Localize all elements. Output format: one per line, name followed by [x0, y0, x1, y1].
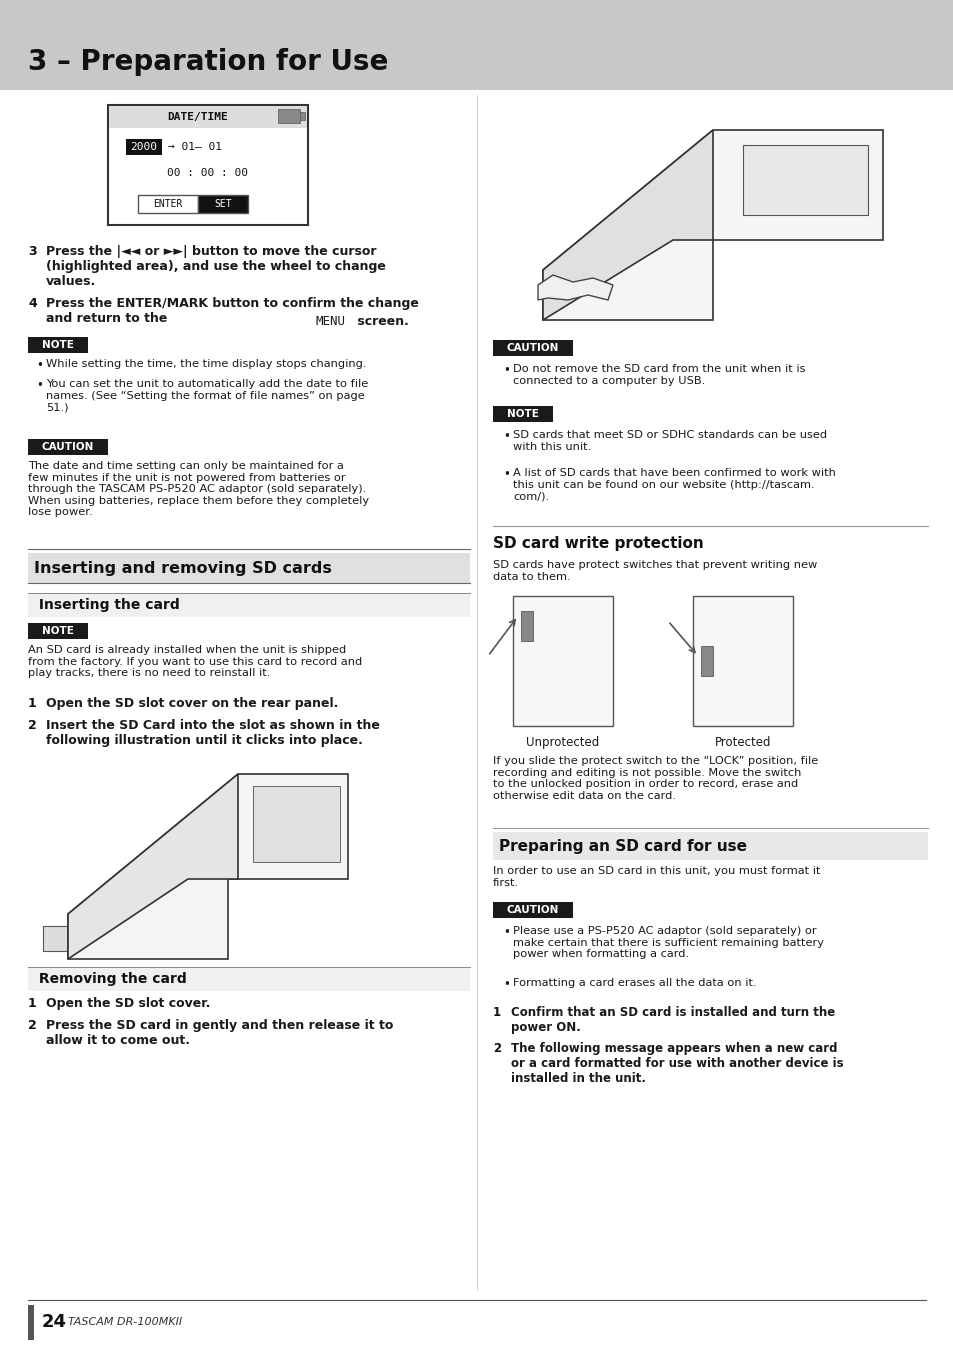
Text: Press the |◄◄ or ►►| button to move the cursor
(highlighted area), and use the w: Press the |◄◄ or ►►| button to move the …: [46, 245, 385, 288]
Bar: [28, 337, 88, 353]
Text: Press the SD card in gently and then release it to
allow it to come out.: Press the SD card in gently and then rel…: [46, 1019, 393, 1047]
Text: Press the ENTER/MARK button to confirm the change
and return to the: Press the ENTER/MARK button to confirm t…: [46, 297, 418, 325]
Text: •: •: [502, 979, 509, 991]
Bar: [28, 967, 470, 991]
Text: → 01– 01: → 01– 01: [168, 142, 222, 152]
Text: A list of SD cards that have been confirmed to work with
this unit can be found : A list of SD cards that have been confir…: [513, 468, 835, 501]
Text: •: •: [502, 926, 509, 940]
Text: NOTE: NOTE: [42, 625, 74, 636]
Text: Formatting a card erases all the data on it.: Formatting a card erases all the data on…: [513, 979, 756, 988]
Text: CAUTION: CAUTION: [42, 442, 94, 452]
Text: 00 : 00 : 00: 00 : 00 : 00: [168, 168, 248, 178]
Bar: [520, 611, 533, 642]
Text: 2: 2: [493, 1042, 500, 1055]
Polygon shape: [742, 146, 867, 214]
Polygon shape: [68, 774, 237, 958]
Bar: [28, 623, 88, 639]
Text: The following message appears when a new card
or a card formatted for use with a: The following message appears when a new…: [511, 1042, 842, 1085]
Bar: [43, 926, 83, 950]
Text: SD cards that meet SD or SDHC standards can be used
with this unit.: SD cards that meet SD or SDHC standards …: [513, 430, 826, 452]
Bar: [692, 596, 792, 727]
Text: Open the SD slot cover on the rear panel.: Open the SD slot cover on the rear panel…: [46, 697, 338, 710]
Text: CAUTION: CAUTION: [506, 905, 558, 915]
Bar: [277, 109, 299, 123]
Text: 3 – Preparation for Use: 3 – Preparation for Use: [28, 49, 388, 75]
Text: Open the SD slot cover.: Open the SD slot cover.: [46, 998, 211, 1010]
Text: Protected: Protected: [714, 736, 770, 749]
Text: Insert the SD Card into the slot as shown in the
following illustration until it: Insert the SD Card into the slot as show…: [46, 718, 379, 747]
Bar: [493, 902, 573, 918]
Bar: [700, 646, 712, 675]
Text: 24: 24: [42, 1313, 67, 1330]
Text: Inserting the card: Inserting the card: [34, 599, 179, 612]
Text: Please use a PS-P520 AC adaptor (sold separately) or
make certain that there is : Please use a PS-P520 AC adaptor (sold se…: [513, 926, 823, 960]
Polygon shape: [68, 774, 348, 958]
Polygon shape: [542, 129, 882, 319]
Text: Unprotected: Unprotected: [526, 736, 599, 749]
Polygon shape: [537, 275, 613, 301]
Text: SET: SET: [214, 200, 232, 209]
Bar: [138, 195, 198, 213]
Text: If you slide the protect switch to the “LOCK” position, file
recording and editi: If you slide the protect switch to the “…: [493, 756, 818, 801]
Bar: [513, 596, 613, 727]
Text: 1: 1: [28, 998, 37, 1010]
Polygon shape: [253, 786, 339, 861]
Bar: [108, 105, 308, 225]
Text: 3: 3: [28, 245, 36, 257]
Bar: [198, 195, 248, 213]
Text: •: •: [502, 468, 509, 481]
Text: NOTE: NOTE: [507, 408, 538, 419]
Text: SD cards have protect switches that prevent writing new
data to them.: SD cards have protect switches that prev…: [493, 559, 817, 581]
Text: •: •: [36, 359, 43, 372]
Text: The date and time setting can only be maintained for a
few minutes if the unit i: The date and time setting can only be ma…: [28, 461, 369, 518]
Text: 1: 1: [493, 1006, 500, 1019]
Bar: [493, 406, 553, 422]
Bar: [109, 106, 307, 128]
Bar: [493, 340, 573, 356]
Text: •: •: [502, 430, 509, 443]
Text: In order to use an SD card in this unit, you must format it
first.: In order to use an SD card in this unit,…: [493, 865, 820, 887]
Text: Inserting and removing SD cards: Inserting and removing SD cards: [34, 561, 332, 576]
Bar: [493, 100, 927, 330]
Text: Preparing an SD card for use: Preparing an SD card for use: [498, 838, 746, 853]
Text: 1: 1: [28, 697, 37, 710]
Bar: [28, 439, 108, 456]
Bar: [28, 553, 470, 582]
Polygon shape: [542, 129, 712, 319]
Text: 2: 2: [28, 1019, 37, 1033]
Text: screen.: screen.: [353, 315, 409, 328]
Text: While setting the time, the time display stops changing.: While setting the time, the time display…: [46, 359, 366, 369]
Text: Removing the card: Removing the card: [34, 972, 187, 985]
Text: ENTER: ENTER: [153, 200, 182, 209]
Bar: [0, 0, 953, 90]
Text: MENU: MENU: [315, 315, 346, 328]
Bar: [126, 139, 162, 155]
Text: •: •: [502, 364, 509, 377]
Text: You can set the unit to automatically add the date to file
names. (See “Setting : You can set the unit to automatically ad…: [46, 379, 368, 412]
Bar: [28, 1305, 34, 1340]
Text: NOTE: NOTE: [42, 340, 74, 350]
Text: DATE/TIME: DATE/TIME: [168, 112, 228, 123]
Bar: [299, 112, 305, 120]
Text: An SD card is already installed when the unit is shipped
from the factory. If yo: An SD card is already installed when the…: [28, 644, 362, 678]
Text: 4: 4: [28, 297, 37, 310]
Text: SD card write protection: SD card write protection: [493, 537, 703, 551]
Bar: [28, 593, 470, 617]
Text: 2: 2: [28, 718, 37, 732]
Text: TASCAM DR-100MKII: TASCAM DR-100MKII: [68, 1317, 182, 1326]
Text: Do not remove the SD card from the unit when it is
connected to a computer by US: Do not remove the SD card from the unit …: [513, 364, 804, 386]
Bar: [493, 832, 927, 860]
Text: 2000: 2000: [131, 142, 157, 152]
Text: CAUTION: CAUTION: [506, 342, 558, 353]
Text: Confirm that an SD card is installed and turn the
power ON.: Confirm that an SD card is installed and…: [511, 1006, 835, 1034]
Text: •: •: [36, 379, 43, 392]
